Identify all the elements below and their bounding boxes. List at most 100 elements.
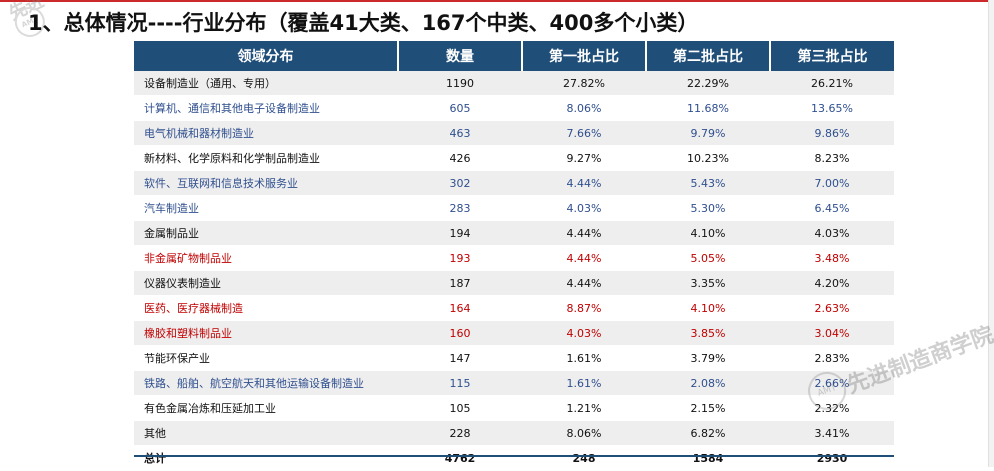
- row-count-cell: 194: [398, 220, 522, 246]
- row-batch3-cell: 4.03%: [770, 220, 894, 246]
- row-batch2-cell: 22.29%: [646, 71, 770, 96]
- row-count-cell: 283: [398, 195, 522, 221]
- header-batch2: 第二批占比: [646, 41, 771, 71]
- row-name-cell: 其他: [134, 420, 398, 446]
- industry-distribution-table: 领域分布 数量 第一批占比 第二批占比 第三批占比 设备制造业（通用、专用） 11…: [134, 41, 894, 471]
- row-batch1-cell: 4.44%: [522, 270, 646, 296]
- table-row: 计算机、通信和其他电子设备制造业 605 8.06% 11.68% 13.65%: [134, 95, 894, 121]
- row-batch3-cell: 2.32%: [770, 395, 894, 421]
- table-row: 设备制造业（通用、专用） 1190 27.82% 22.29% 26.21%: [134, 71, 894, 96]
- table-bottom-rule: [134, 455, 894, 457]
- row-name-cell: 新材料、化学原料和化学制品制造业: [134, 145, 398, 171]
- table-row: 新材料、化学原料和化学制品制造业 426 9.27% 10.23% 8.23%: [134, 145, 894, 171]
- row-batch1-cell: 4.03%: [522, 195, 646, 221]
- row-batch1-cell: 9.27%: [522, 145, 646, 171]
- row-name-cell: 有色金属冶炼和压延加工业: [134, 395, 398, 421]
- row-batch2-cell: 6.82%: [646, 420, 770, 446]
- row-batch3-cell: 2.66%: [770, 370, 894, 396]
- page-title: 1、总体情况----行业分布（覆盖41大类、167个中类、400多个小类）: [28, 11, 699, 35]
- table-row: 节能环保产业 147 1.61% 3.79% 2.83%: [134, 345, 894, 371]
- row-count-cell: 147: [398, 345, 522, 371]
- table-row: 有色金属冶炼和压延加工业 105 1.21% 2.15% 2.32%: [134, 395, 894, 421]
- row-name-cell: 节能环保产业: [134, 345, 398, 371]
- row-batch3-cell: 3.04%: [770, 320, 894, 346]
- row-count-cell: 605: [398, 95, 522, 121]
- row-batch1-cell: 8.87%: [522, 295, 646, 321]
- table-row: 仪器仪表制造业 187 4.44% 3.35% 4.20%: [134, 270, 894, 296]
- table-row: 医药、医疗器械制造 164 8.87% 4.10% 2.63%: [134, 295, 894, 321]
- row-count-cell: 193: [398, 245, 522, 271]
- right-edge-bar: [988, 0, 994, 467]
- row-batch3-cell: 2.63%: [770, 295, 894, 321]
- table-row: 铁路、船舶、航空航天和其他运输设备制造业 115 1.61% 2.08% 2.66%: [134, 370, 894, 396]
- row-count-cell: 164: [398, 295, 522, 321]
- row-count-cell: 426: [398, 145, 522, 171]
- row-batch1-cell: 4.44%: [522, 170, 646, 196]
- row-name-cell: 汽车制造业: [134, 195, 398, 221]
- row-batch1-cell: 1.61%: [522, 370, 646, 396]
- row-batch3-cell: 9.86%: [770, 120, 894, 146]
- row-batch3-cell: 8.23%: [770, 145, 894, 171]
- row-batch2-cell: 5.05%: [646, 245, 770, 271]
- row-batch1-cell: 4.44%: [522, 220, 646, 246]
- row-batch3-cell: 13.65%: [770, 95, 894, 121]
- row-batch2-cell: 4.10%: [646, 220, 770, 246]
- row-count-cell: 1190: [398, 71, 522, 96]
- row-count-cell: 105: [398, 395, 522, 421]
- row-name-cell: 软件、互联网和信息技术服务业: [134, 170, 398, 196]
- row-count-cell: 187: [398, 270, 522, 296]
- row-batch2-cell: 5.43%: [646, 170, 770, 196]
- row-batch1-cell: 4.03%: [522, 320, 646, 346]
- row-batch2-cell: 3.79%: [646, 345, 770, 371]
- row-batch1-cell: 8.06%: [522, 420, 646, 446]
- row-name-cell: 金属制品业: [134, 220, 398, 246]
- row-name-cell: 电气机械和器材制造业: [134, 120, 398, 146]
- row-name-cell: 非金属矿物制品业: [134, 245, 398, 271]
- top-accent-rule: [0, 0, 994, 2]
- header-batch3: 第三批占比: [770, 41, 894, 71]
- header-domain: 领域分布: [134, 41, 399, 71]
- row-batch2-cell: 2.15%: [646, 395, 770, 421]
- row-batch1-cell: 4.44%: [522, 245, 646, 271]
- row-batch2-cell: 9.79%: [646, 120, 770, 146]
- table-header-row: 领域分布 数量 第一批占比 第二批占比 第三批占比: [134, 41, 894, 71]
- table-row: 汽车制造业 283 4.03% 5.30% 6.45%: [134, 195, 894, 221]
- row-batch1-cell: 27.82%: [522, 71, 646, 96]
- row-batch1-cell: 8.06%: [522, 95, 646, 121]
- row-batch3-cell: 3.48%: [770, 245, 894, 271]
- row-batch2-cell: 5.30%: [646, 195, 770, 221]
- row-batch1-cell: 1.61%: [522, 345, 646, 371]
- row-batch3-cell: 7.00%: [770, 170, 894, 196]
- row-batch1-cell: 7.66%: [522, 120, 646, 146]
- row-batch3-cell: 6.45%: [770, 195, 894, 221]
- row-name-cell: 橡胶和塑料制品业: [134, 320, 398, 346]
- table-row: 非金属矿物制品业 193 4.44% 5.05% 3.48%: [134, 245, 894, 271]
- row-count-cell: 115: [398, 370, 522, 396]
- row-batch3-cell: 4.20%: [770, 270, 894, 296]
- row-batch3-cell: 2.83%: [770, 345, 894, 371]
- header-count: 数量: [398, 41, 523, 71]
- row-name-cell: 医药、医疗器械制造: [134, 295, 398, 321]
- row-batch3-cell: 26.21%: [770, 71, 894, 96]
- row-count-cell: 302: [398, 170, 522, 196]
- table-row: 橡胶和塑料制品业 160 4.03% 3.85% 3.04%: [134, 320, 894, 346]
- row-name-cell: 铁路、船舶、航空航天和其他运输设备制造业: [134, 370, 398, 396]
- row-name-cell: 仪器仪表制造业: [134, 270, 398, 296]
- table-row: 金属制品业 194 4.44% 4.10% 4.03%: [134, 220, 894, 246]
- row-count-cell: 463: [398, 120, 522, 146]
- row-name-cell: 设备制造业（通用、专用）: [134, 71, 398, 96]
- row-batch2-cell: 11.68%: [646, 95, 770, 121]
- row-batch2-cell: 2.08%: [646, 370, 770, 396]
- row-batch2-cell: 4.10%: [646, 295, 770, 321]
- row-batch3-cell: 3.41%: [770, 420, 894, 446]
- row-count-cell: 228: [398, 420, 522, 446]
- row-batch2-cell: 3.35%: [646, 270, 770, 296]
- row-count-cell: 160: [398, 320, 522, 346]
- row-batch1-cell: 1.21%: [522, 395, 646, 421]
- table-row: 其他 228 8.06% 6.82% 3.41%: [134, 420, 894, 446]
- row-name-cell: 计算机、通信和其他电子设备制造业: [134, 95, 398, 121]
- row-batch2-cell: 3.85%: [646, 320, 770, 346]
- header-batch1: 第一批占比: [522, 41, 647, 71]
- table-row: 电气机械和器材制造业 463 7.66% 9.79% 9.86%: [134, 120, 894, 146]
- row-batch2-cell: 10.23%: [646, 145, 770, 171]
